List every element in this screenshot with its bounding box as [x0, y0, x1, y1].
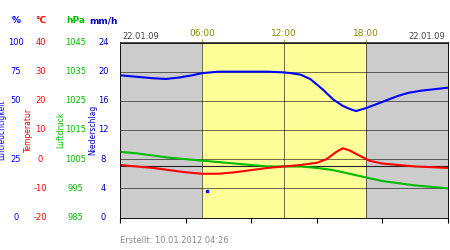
Text: 22.01.09: 22.01.09 [409, 32, 446, 41]
Text: 985: 985 [68, 213, 84, 222]
Text: 1015: 1015 [65, 126, 86, 134]
Text: 100: 100 [8, 38, 23, 47]
Text: Erstellt: 10.01.2012 04:26: Erstellt: 10.01.2012 04:26 [120, 236, 229, 245]
Text: 8: 8 [101, 155, 106, 164]
Text: 1025: 1025 [65, 96, 86, 105]
Text: -10: -10 [34, 184, 47, 193]
Text: 16: 16 [98, 96, 109, 105]
Text: %: % [11, 16, 20, 25]
Text: mm/h: mm/h [89, 16, 118, 25]
Text: -20: -20 [34, 213, 47, 222]
Text: 0: 0 [13, 213, 18, 222]
Text: Luftdruck: Luftdruck [56, 112, 65, 148]
Text: °C: °C [35, 16, 46, 25]
Bar [202, 42, 366, 218]
Text: 12: 12 [98, 126, 109, 134]
Text: 4: 4 [101, 184, 106, 193]
Text: 0: 0 [38, 155, 43, 164]
Text: Luftfeuchtigkeit: Luftfeuchtigkeit [0, 100, 7, 160]
Text: 1045: 1045 [65, 38, 86, 47]
Text: Niederschlag: Niederschlag [88, 105, 97, 155]
Text: 25: 25 [10, 155, 21, 164]
Text: hPa: hPa [66, 16, 85, 25]
Text: Temperatur: Temperatur [24, 108, 33, 152]
Text: 40: 40 [35, 38, 46, 47]
Text: 10: 10 [35, 126, 46, 134]
Text: 75: 75 [10, 67, 21, 76]
Text: 22.01.09: 22.01.09 [122, 32, 159, 41]
Text: 50: 50 [10, 96, 21, 105]
Text: 20: 20 [35, 96, 46, 105]
Text: 1005: 1005 [65, 155, 86, 164]
Text: 1035: 1035 [65, 67, 86, 76]
Text: 995: 995 [68, 184, 84, 193]
Text: 24: 24 [98, 38, 109, 47]
Text: 20: 20 [98, 67, 109, 76]
Text: 0: 0 [101, 213, 106, 222]
Text: 30: 30 [35, 67, 46, 76]
